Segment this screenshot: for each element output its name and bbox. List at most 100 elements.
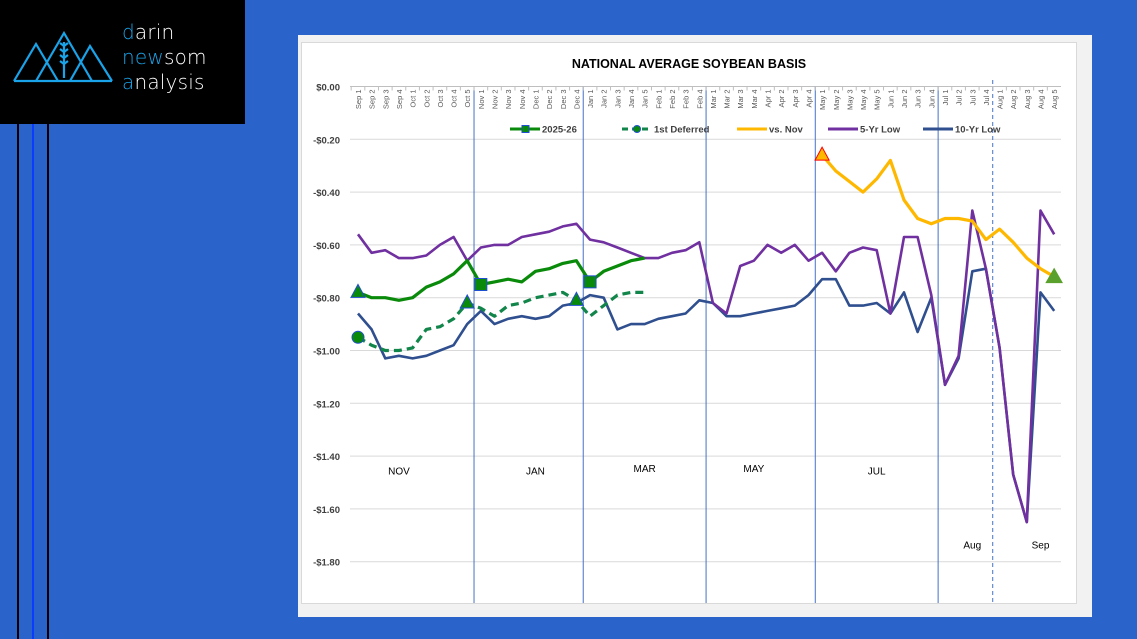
data-point — [930, 294, 933, 297]
data-point — [466, 323, 469, 326]
data-point — [507, 278, 510, 281]
y-tick-label: -$1.40 — [313, 452, 340, 463]
data-point — [889, 312, 892, 315]
data-point — [1039, 209, 1042, 212]
brand-word-darin: arin — [134, 20, 175, 44]
data-point — [616, 265, 619, 268]
data-point — [657, 317, 660, 320]
data-point — [752, 312, 755, 315]
data-point — [561, 262, 564, 265]
triangle-marker — [459, 293, 476, 309]
data-point — [793, 304, 796, 307]
decor-stripe — [32, 124, 34, 639]
legend-label: 1st Deferred — [654, 125, 710, 136]
triangle-marker — [350, 283, 366, 298]
y-tick-label: -$0.40 — [313, 188, 340, 199]
x-tick-label: Sep 3 — [381, 90, 390, 110]
x-tick-label: Apr 4 — [804, 90, 813, 108]
brand-word-analysis: nalysis — [134, 70, 205, 94]
x-tick-label: Jul 4 — [982, 90, 991, 106]
data-point — [793, 244, 796, 247]
square-marker — [583, 275, 597, 289]
data-point — [862, 304, 865, 307]
x-tick-label: May 1 — [818, 90, 827, 110]
data-point — [439, 325, 442, 328]
data-point — [575, 259, 578, 262]
data-point — [998, 228, 1001, 231]
data-point — [848, 251, 851, 254]
y-tick-label: -$1.00 — [313, 347, 340, 358]
data-point — [370, 344, 373, 347]
data-point — [684, 312, 687, 315]
data-point — [520, 302, 523, 305]
x-tick-label: Oct 2 — [422, 90, 431, 108]
data-point — [548, 294, 551, 297]
x-tick-label: Jun 2 — [900, 90, 909, 108]
data-point — [548, 230, 551, 233]
data-point — [548, 267, 551, 270]
data-point — [971, 270, 974, 273]
x-tick-label: Apr 2 — [777, 90, 786, 108]
data-point — [971, 220, 974, 223]
data-point — [643, 323, 646, 326]
data-point — [561, 304, 564, 307]
data-point — [616, 294, 619, 297]
data-point — [1012, 241, 1015, 244]
series-line-vs-nov — [820, 154, 1055, 278]
x-tick-label: Jul 2 — [955, 90, 964, 106]
legend-circle-marker — [633, 125, 641, 133]
x-tick-label: Mar 1 — [709, 90, 718, 109]
data-point — [944, 217, 947, 220]
x-tick-label: Feb 1 — [654, 90, 663, 109]
data-point — [630, 291, 633, 294]
chart-title: NATIONAL AVERAGE SOYBEAN BASIS — [572, 57, 806, 71]
x-tick-label: Jul 3 — [968, 90, 977, 106]
data-point — [944, 383, 947, 386]
data-point — [930, 222, 933, 225]
brand-logo: darin newsom analysis — [0, 0, 245, 124]
period-label: JAN — [526, 467, 545, 478]
x-tick-label: Oct 3 — [436, 90, 445, 108]
data-point — [916, 217, 919, 220]
circle-marker — [351, 330, 365, 344]
legend-label: vs. Nov — [769, 125, 804, 136]
x-tick-label: Nov 4 — [518, 90, 527, 110]
data-point — [725, 312, 728, 315]
brand-word-newsom-mid: ew — [134, 45, 164, 69]
data-point — [671, 315, 674, 318]
data-point — [903, 199, 906, 202]
x-tick-label: Feb 3 — [682, 90, 691, 109]
data-point — [452, 344, 455, 347]
data-point — [834, 278, 837, 281]
data-point — [643, 257, 646, 260]
data-point — [712, 302, 715, 305]
data-point — [875, 302, 878, 305]
data-point — [1053, 310, 1056, 313]
data-point — [998, 346, 1001, 349]
triangle-marker-orange — [814, 146, 830, 161]
x-tick-label: Feb 2 — [668, 90, 677, 109]
mountains-wheat-icon — [13, 30, 113, 83]
data-point — [725, 315, 728, 318]
data-point — [479, 307, 482, 310]
data-point — [807, 259, 810, 262]
data-point — [384, 349, 387, 352]
x-tick-label: May 3 — [845, 90, 854, 110]
data-point — [602, 296, 605, 299]
data-point — [889, 159, 892, 162]
decor-stripe — [47, 124, 49, 639]
data-point — [575, 222, 578, 225]
brand-word-newsom: som — [163, 45, 207, 69]
triangle-marker — [568, 291, 585, 306]
data-point — [425, 354, 428, 357]
data-point — [957, 354, 960, 357]
x-tick-label: Apr 1 — [764, 90, 773, 108]
decor-stripe — [17, 124, 19, 639]
data-point — [739, 265, 742, 268]
x-tick-label: Nov 1 — [477, 90, 486, 110]
period-label: NOV — [388, 467, 410, 478]
data-point — [684, 249, 687, 252]
data-point — [630, 251, 633, 254]
data-point — [452, 273, 455, 276]
data-point — [357, 233, 360, 236]
